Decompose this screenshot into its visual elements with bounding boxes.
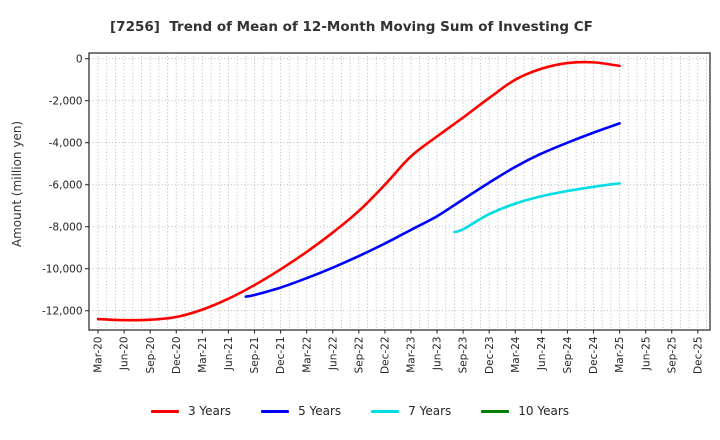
x-tick-label: Mar-25 xyxy=(614,337,626,373)
legend-swatch-icon xyxy=(150,409,179,413)
series-line-3-years xyxy=(96,60,621,322)
x-tick-label: Dec-23 xyxy=(484,337,496,374)
y-tick-label: -12,000 xyxy=(42,305,83,317)
chart-title: [7256] Trend of Mean of 12-Month Moving … xyxy=(110,19,593,35)
legend-item-3-years: 3 Years xyxy=(150,404,232,418)
legend-label: 5 Years xyxy=(298,404,342,418)
legend-item-7-years: 7 Years xyxy=(371,404,451,418)
legend-swatch-icon xyxy=(371,409,400,413)
y-tick-label: -4,000 xyxy=(49,137,83,149)
y-tick-label: -10,000 xyxy=(42,263,83,275)
y-axis-label: Amount (million yen) xyxy=(10,120,24,248)
legend-swatch-icon xyxy=(481,409,510,413)
x-tick-label: Sep-23 xyxy=(458,337,470,374)
legend-item-5-years: 5 Years xyxy=(261,404,341,418)
x-tick-label: Mar-22 xyxy=(301,337,313,373)
x-tick-label: Jun-21 xyxy=(223,337,235,372)
x-tick-label: Dec-24 xyxy=(588,336,600,374)
x-tick-label: Jun-20 xyxy=(119,337,131,372)
x-tick-label: Dec-22 xyxy=(380,337,392,374)
legend-item-10-years: 10 Years xyxy=(481,404,569,418)
x-tick-label: Sep-22 xyxy=(353,337,365,374)
x-tick-label: Jun-23 xyxy=(432,337,444,372)
series-line-5-years xyxy=(244,122,621,298)
x-tick-label: Mar-23 xyxy=(406,337,418,373)
x-tick-label: Sep-20 xyxy=(145,337,157,374)
x-tick-label: Sep-25 xyxy=(666,337,678,374)
x-tick-label: Dec-20 xyxy=(171,337,183,374)
y-tick-label: -6,000 xyxy=(49,179,83,191)
x-tick-label: Sep-24 xyxy=(562,336,574,373)
x-tick-label: Dec-25 xyxy=(692,337,704,374)
y-tick-label: 0 xyxy=(76,53,83,65)
x-tick-label: Jun-24 xyxy=(536,336,548,371)
series-lines xyxy=(96,60,621,322)
y-tick-label: -8,000 xyxy=(49,221,83,233)
x-tick-label: Mar-20 xyxy=(93,337,105,373)
legend-swatch-icon xyxy=(261,409,290,413)
x-tick-label: Mar-24 xyxy=(510,336,522,373)
axis-ticks: Mar-20 Jun-20 Sep-20 Dec-20 Mar-21 Jun-21 Sep-… xyxy=(42,53,704,374)
x-tick-label: Jun-25 xyxy=(640,337,652,372)
x-tick-label: Sep-21 xyxy=(249,337,261,374)
x-tick-label: Mar-21 xyxy=(197,337,209,373)
grid-lines xyxy=(89,53,710,330)
series-line-7-years xyxy=(453,181,621,234)
plot-frame xyxy=(88,52,711,331)
x-tick-label: Dec-21 xyxy=(275,337,287,374)
legend-label: 7 Years xyxy=(408,404,452,418)
legend-label: 3 Years xyxy=(187,404,232,418)
y-tick-label: -2,000 xyxy=(49,95,83,107)
chart-legend: 3 Years 5 Years 7 Years 10 Years xyxy=(0,404,720,418)
legend-label: 10 Years xyxy=(518,404,570,418)
x-tick-label: Jun-22 xyxy=(327,337,339,372)
